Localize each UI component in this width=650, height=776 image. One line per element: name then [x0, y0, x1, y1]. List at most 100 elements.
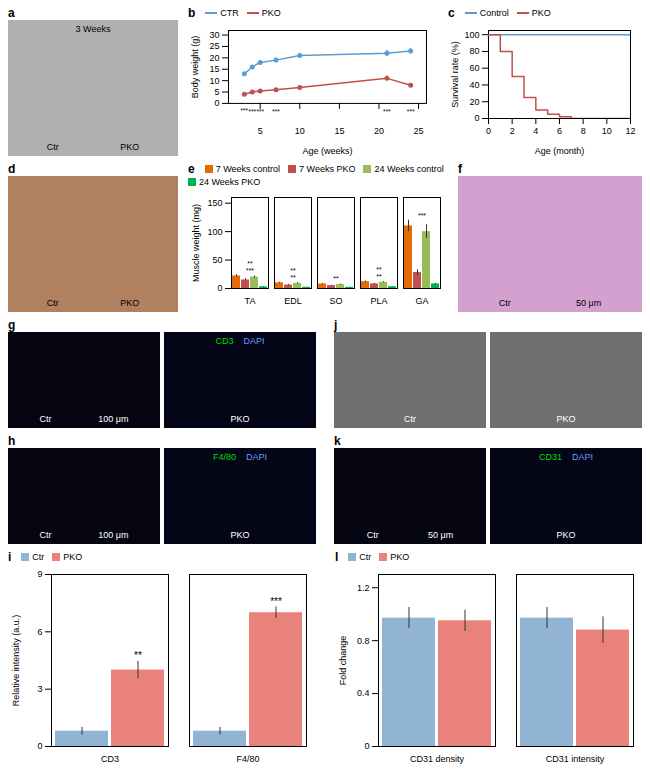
svg-text:150: 150: [207, 198, 222, 208]
svg-text:4: 4: [533, 126, 538, 136]
svg-text:EDL: EDL: [284, 296, 302, 306]
svg-text:60: 60: [469, 63, 479, 73]
html-text:7 Weeks PKO: 7 Weeks PKO: [299, 164, 356, 174]
html-text:Ctr: Ctr: [39, 414, 52, 424]
svg-text:100: 100: [207, 227, 222, 237]
html-text:Ctr: Ctr: [46, 298, 59, 308]
svg-text:***: ***: [256, 108, 264, 115]
svg-text:3: 3: [37, 684, 42, 694]
html-text:CD31: CD31: [539, 452, 562, 462]
svg-text:Muscle weight (mg): Muscle weight (mg): [191, 204, 201, 282]
svg-text:****: ****: [290, 267, 296, 281]
html-text:PKO: PKO: [556, 530, 576, 540]
svg-text:9: 9: [37, 569, 42, 579]
svg-text:20: 20: [209, 53, 219, 63]
html-text:PKO: PKO: [230, 414, 250, 424]
svg-text:2: 2: [510, 126, 515, 136]
svg-text:Survival rate (%): Survival rate (%): [450, 41, 460, 108]
svg-text:Body weight (g): Body weight (g): [190, 36, 200, 99]
svg-text:1.2: 1.2: [357, 583, 370, 593]
svg-text:TA: TA: [245, 296, 256, 306]
svg-text:25: 25: [209, 41, 219, 51]
svg-text:0: 0: [217, 283, 222, 293]
svg-text:0.8: 0.8: [357, 636, 370, 646]
html-text:Ctr: Ctr: [404, 414, 416, 424]
html-text:24 Weeks PKO: 24 Weeks PKO: [199, 177, 261, 187]
svg-text:*****: *****: [246, 260, 254, 274]
svg-text:CD31 density: CD31 density: [410, 754, 465, 764]
html-text:F4/80: F4/80: [213, 452, 236, 462]
html-text:PKO: PKO: [120, 298, 140, 308]
html-text:PKO: PKO: [261, 8, 281, 18]
svg-text:****: ****: [376, 266, 382, 280]
html-text:50 μm: 50 μm: [576, 298, 602, 308]
html-text:DAPI: DAPI: [243, 336, 265, 346]
html-text:7 Weeks control: 7 Weeks control: [215, 164, 281, 174]
svg-text:***: ***: [407, 108, 415, 115]
svg-text:15: 15: [209, 64, 219, 74]
svg-text:30: 30: [209, 30, 219, 40]
html-text:Ctr: Ctr: [32, 552, 45, 562]
svg-text:0: 0: [474, 113, 479, 123]
svg-text:***: ***: [418, 212, 426, 219]
svg-text:SO: SO: [329, 296, 342, 306]
svg-text:0.4: 0.4: [357, 688, 370, 698]
svg-text:PLA: PLA: [370, 296, 387, 306]
svg-text:8: 8: [581, 126, 586, 136]
html-text:Control: Control: [479, 8, 509, 18]
html-text:CTR: CTR: [220, 8, 239, 18]
svg-text:0: 0: [214, 98, 219, 108]
svg-text:0: 0: [486, 126, 491, 136]
svg-text:CD31 intensity: CD31 intensity: [546, 754, 605, 764]
html-text:DAPI: DAPI: [572, 452, 593, 462]
svg-text:20: 20: [469, 97, 479, 107]
svg-text:15: 15: [334, 126, 344, 136]
svg-text:40: 40: [469, 80, 479, 90]
svg-text:***: ***: [272, 108, 280, 115]
svg-text:10: 10: [602, 126, 612, 136]
svg-text:5: 5: [214, 87, 219, 97]
svg-text:F4/80: F4/80: [236, 754, 259, 764]
svg-text:20: 20: [374, 126, 384, 136]
svg-text:6: 6: [557, 126, 562, 136]
svg-text:***: ***: [241, 107, 249, 114]
svg-text:***: ***: [248, 108, 256, 115]
html-text:PKO: PKO: [63, 552, 83, 562]
html-text:PKO: PKO: [531, 8, 551, 18]
svg-text:Age (weeks): Age (weeks): [302, 146, 352, 156]
svg-text:100: 100: [464, 30, 479, 40]
html-text:3 Weeks: 3 Weeks: [75, 24, 111, 34]
svg-text:CD3: CD3: [101, 754, 119, 764]
svg-text:***: ***: [270, 596, 282, 607]
html-text:Ctr: Ctr: [39, 530, 52, 540]
svg-text:10: 10: [295, 126, 305, 136]
svg-text:***: ***: [383, 108, 391, 115]
svg-text:25: 25: [414, 126, 424, 136]
html-text:100 μm: 100 μm: [98, 414, 129, 424]
svg-text:6: 6: [37, 627, 42, 637]
svg-text:5: 5: [258, 126, 263, 136]
html-text:CD3: CD3: [215, 336, 234, 346]
svg-text:Relative intensity (a.u.): Relative intensity (a.u.): [11, 615, 21, 707]
svg-text:10: 10: [209, 76, 219, 86]
html-text:Ctr: Ctr: [46, 142, 59, 152]
svg-text:GA: GA: [415, 296, 428, 306]
html-text:PKO: PKO: [230, 530, 250, 540]
svg-text:50: 50: [212, 255, 222, 265]
html-text:Ctr: Ctr: [366, 530, 379, 540]
html-text:PKO: PKO: [556, 414, 576, 424]
svg-text:**: **: [333, 275, 339, 282]
html-text:100 μm: 100 μm: [98, 530, 129, 540]
html-text:Ctr: Ctr: [498, 298, 511, 308]
html-text:DAPI: DAPI: [246, 452, 267, 462]
svg-text:0: 0: [37, 741, 42, 751]
svg-text:Age (month): Age (month): [535, 146, 585, 156]
svg-text:80: 80: [469, 46, 479, 56]
svg-text:Fold change: Fold change: [338, 636, 348, 686]
html-text:50 μm: 50 μm: [428, 530, 454, 540]
svg-text:12: 12: [625, 126, 635, 136]
html-text:PKO: PKO: [120, 142, 140, 152]
html-text:24 Weeks control: 24 Weeks control: [374, 164, 444, 174]
svg-text:**: **: [134, 650, 142, 661]
svg-text:0: 0: [364, 741, 369, 751]
